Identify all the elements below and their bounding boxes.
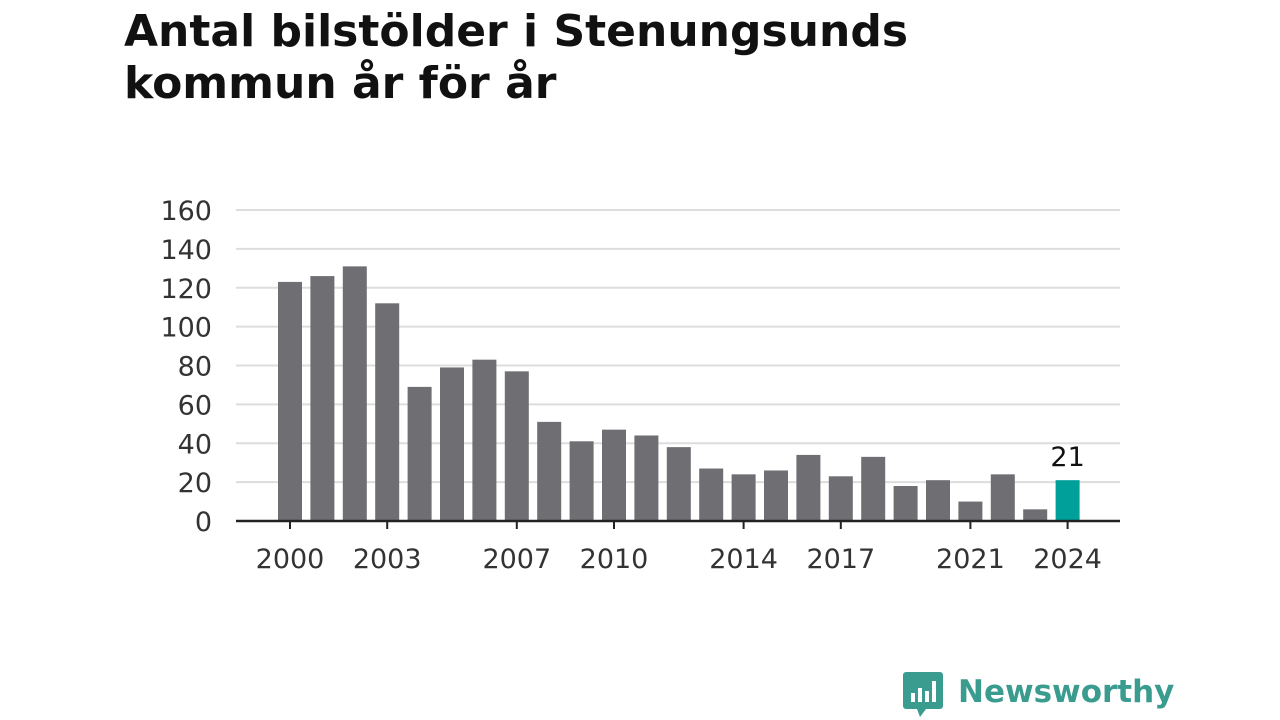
bar-2015 — [764, 470, 788, 521]
bar-2001 — [310, 276, 335, 521]
chart-title-line-1: Antal bilstölder i Stenungsunds — [124, 6, 909, 57]
logo-text: Newsworthy — [958, 674, 1175, 710]
bar-2019 — [893, 486, 918, 521]
bar-2011 — [634, 435, 659, 521]
bar-2004 — [407, 386, 432, 521]
bar-2012 — [666, 447, 691, 521]
y-axis-tick-labels: 0 20 40 60 80 100 120 140 160 — [160, 196, 212, 538]
bar-2000 — [278, 281, 302, 521]
bar-2023 — [1023, 509, 1048, 521]
bar-2002 — [342, 266, 367, 521]
bar-2009 — [569, 441, 594, 521]
bar-2024 — [1055, 480, 1080, 521]
x-tick-label: 2007 — [482, 544, 551, 575]
x-axis-ticks: 2000 2003 2007 2010 2014 2017 2021 2024 — [256, 521, 1102, 575]
y-tick-label: 0 — [195, 507, 212, 538]
grid-lines — [236, 209, 1120, 484]
y-tick-label: 100 — [160, 313, 212, 344]
data-labels: 21 — [1050, 442, 1084, 473]
bar-2010 — [602, 429, 626, 521]
bar-2020 — [926, 480, 950, 521]
bar-2006 — [472, 359, 497, 521]
y-tick-label: 20 — [178, 468, 212, 499]
bar-2013 — [699, 468, 724, 521]
x-tick-label: 2003 — [353, 544, 422, 575]
bar-2016 — [796, 454, 821, 521]
bar-2003 — [375, 303, 400, 521]
x-tick-label: 2021 — [936, 544, 1005, 575]
y-tick-label: 80 — [178, 352, 212, 383]
chart-title: Antal bilstölder i Stenungsunds kommun å… — [124, 6, 1124, 110]
chart-title-line-2: kommun år för år — [124, 58, 557, 109]
y-tick-label: 140 — [160, 235, 212, 266]
y-tick-label: 40 — [178, 429, 212, 460]
bar-2014 — [731, 474, 756, 521]
bar-2018 — [861, 456, 886, 521]
bar-2007 — [504, 371, 529, 521]
bar-2021 — [958, 501, 983, 521]
x-tick-label: 2024 — [1033, 544, 1102, 575]
newsworthy-chat-bars-icon — [903, 672, 943, 717]
y-tick-label: 60 — [178, 390, 212, 421]
y-tick-label: 120 — [160, 274, 212, 305]
y-tick-label: 160 — [160, 196, 212, 227]
x-tick-label: 2010 — [580, 544, 649, 575]
bar-2017 — [828, 476, 853, 521]
x-tick-label: 2000 — [256, 544, 325, 575]
bar-2005 — [440, 367, 464, 521]
bars — [278, 266, 1080, 521]
data-label-2024: 21 — [1050, 442, 1084, 473]
x-tick-label: 2014 — [709, 544, 778, 575]
bar-2022 — [990, 474, 1015, 521]
bar-2008 — [537, 421, 562, 521]
x-tick-label: 2017 — [806, 544, 875, 575]
